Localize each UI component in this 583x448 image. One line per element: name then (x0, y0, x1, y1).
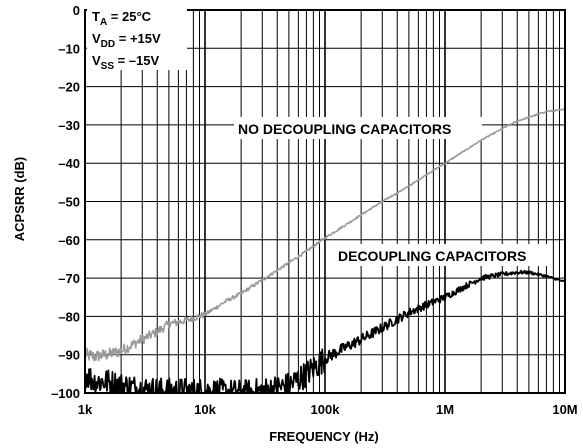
x-tick-label: 10k (194, 402, 216, 417)
condition-ta: TA = 25°C (92, 9, 152, 28)
series-decoupling-line (84, 269, 566, 394)
plot-frame (84, 9, 566, 394)
series-layer (84, 108, 566, 394)
y-tick-label: –80 (58, 309, 80, 324)
y-tick-label: –30 (58, 118, 80, 133)
x-axis-title: FREQUENCY (Hz) (269, 429, 379, 444)
y-tick-labels: 0 –10 –20 –30 –40 –50 –60 –70 –80 –90 –100 (51, 3, 80, 401)
x-tick-label: 1k (78, 402, 93, 417)
y-tick-label: –90 (58, 348, 80, 363)
x-tick-labels: 1k 10k 100k 1M 10M (78, 402, 578, 417)
y-tick-label: –100 (51, 386, 80, 401)
annotation-no-decoupling: NO DECOUPLING CAPACITORS (238, 121, 451, 137)
y-tick-label: 0 (73, 3, 80, 18)
y-tick-label: –40 (58, 156, 80, 171)
condition-vss: VSS = –15V (92, 53, 160, 72)
y-tick-label: –20 (58, 80, 80, 95)
y-tick-label: –10 (58, 41, 80, 56)
condition-vdd: VDD = +15V (92, 31, 161, 50)
y-axis-title: ACPSRR (dB) (12, 157, 27, 242)
series-no-decoupling-line (84, 108, 566, 362)
x-tick-label: 100k (311, 402, 341, 417)
x-tick-label: 10M (552, 402, 577, 417)
annotation-decoupling-bg (334, 244, 552, 266)
y-tick-label: –70 (58, 271, 80, 286)
annotation-decoupling: DECOUPLING CAPACITORS (338, 248, 527, 264)
y-tick-label: –50 (58, 195, 80, 210)
y-tick-label: –60 (58, 233, 80, 248)
annotation-no-decoupling-bg (234, 117, 482, 139)
x-tick-label: 1M (436, 402, 454, 417)
conditions-box (87, 2, 187, 70)
